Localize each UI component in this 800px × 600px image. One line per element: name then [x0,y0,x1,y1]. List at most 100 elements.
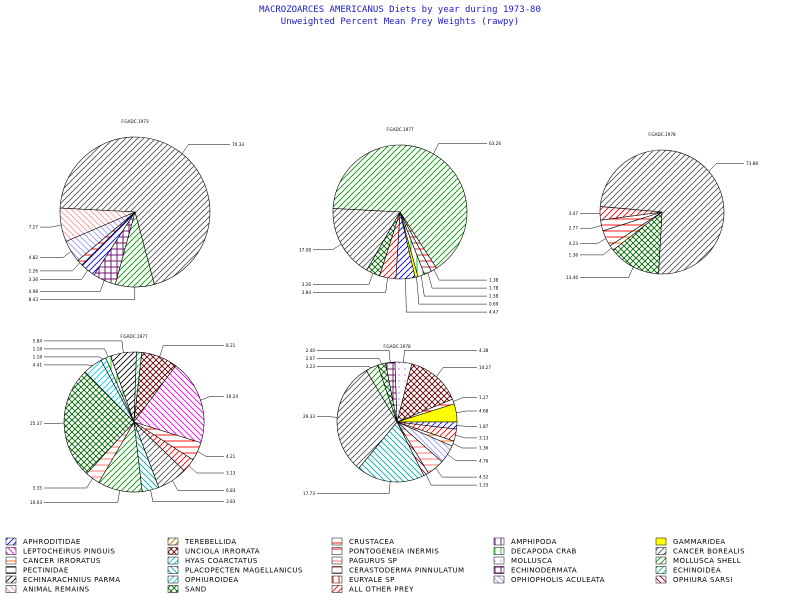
pie-slice-cancer-borealis: CANCER BOREALIS: 17.08 [332,208,401,271]
legend-label: CERASTODERMA PINNULATUM [349,567,464,575]
pie-title: F.GADC.1977 [120,334,148,339]
data-label-placopecten-magellanicus: 3.83 [226,499,236,504]
leader-line [40,280,105,292]
leader-line [172,480,224,491]
leader-line [425,474,477,486]
legend-swatch [655,537,667,546]
leader-line [44,364,93,366]
leader-line [436,367,477,377]
data-label-crustacea: 1.27 [479,395,489,400]
leader-line [455,435,477,439]
leader-line [40,287,136,300]
pie-slice-animal-remains: ANIMAL REMAINS: 7.27 [59,207,136,242]
legend-label: AMPHIPODA [511,538,557,546]
data-label-cancer-borealis: 70.33 [232,142,244,147]
legend-swatch [167,556,179,565]
data-label-gammaridea: 4.68 [479,408,489,413]
legend-item-ophiopholis-aculeata: OPHIOPHOLIS ACULEATA [493,575,605,584]
leader-line [435,467,477,478]
data-label-mollusca: 4.38 [479,348,489,353]
data-label-decapoda-crab: 1.18 [33,346,43,351]
legend-swatch [167,537,179,546]
legend-item-pectinidae: PECTINIDAE [5,566,68,575]
data-label-cancer-irroratus: 1.36 [479,445,489,450]
leader-line [317,350,391,363]
data-label-unciola-irrorata: 8.21 [226,343,236,348]
legend-label: ALL OTHER PREY [349,586,414,594]
chart-title: MACROZOARCES AMERICANUS Diets by year du… [259,5,541,15]
legend-item-all-other-prey: ALL OTHER PREY [331,585,414,594]
legend-item-crustacea: CRUSTACEA [331,537,394,546]
data-label-pontogeneia-inermis: 4.23 [569,241,579,246]
legend-label: PAGURUS SP [349,557,397,565]
leader-line [433,143,487,155]
legend-label: SAND [185,586,207,594]
leader-line [159,345,224,357]
data-label-ophiura-sarsi: 1.33 [479,483,489,488]
data-label-sand: 13.46 [566,275,578,280]
legend-item-gammaridea: GAMMARIDEA [655,537,725,546]
legend-swatch [655,556,667,565]
legend-item-ophiura-sarsi: OPHIURA SARSI [655,575,733,584]
data-label-gammaridea: 0.69 [489,302,499,307]
legend-label: DECAPODA CRAB [511,548,577,556]
legend-label: APHRODITIDAE [23,538,81,546]
leader-line [188,465,224,474]
legend-label: PLACOPECTEN MAGELLANICUS [185,567,303,575]
leader-line [452,443,477,449]
legend-swatch [655,547,667,555]
data-label-leptocheirus-pinguis: 19.24 [226,394,238,399]
data-label-sand: 25.37 [30,421,42,426]
data-label-decapoda-crab: 1.58 [489,294,499,299]
data-label-aphroditidae: 3.36 [29,277,39,282]
legend-label: OPHIURA SARSI [673,576,733,584]
pie-charts-group: F.GADC.1973 CANCER BOREALIS: 70.33 MOLLUSC… [29,119,759,505]
leader-line [317,358,382,365]
legend-swatch [5,537,17,546]
legend-label: PONTOGENEIA INERMIS [349,548,439,556]
leader-line [44,348,109,358]
data-label-unciola-irrorata: 14.27 [479,365,491,370]
legend-label: ECHINOIDEA [673,567,721,575]
data-label-cancer-borealis: 17.08 [299,247,311,252]
legend-swatch [493,547,505,555]
data-label-echinodermata: 4.98 [29,289,39,294]
legend-swatch [167,575,179,584]
data-label-mollusca-shell: 3.23 [306,364,316,369]
legend-label: CANCER BOREALIS [673,548,745,556]
legend-swatch [167,585,179,593]
legend-item-unciola-irrorata: UNCIOLA IRRORATA [167,547,260,556]
legend-label: CRUSTACEA [349,538,394,546]
leader-line [197,451,224,457]
data-label-echinodermata: 2.40 [306,348,316,353]
data-label-all-other-prey: 3.13 [479,435,489,440]
legend-item-ophiuroidea: OPHIUROIDEA [167,575,238,584]
data-label-crustacea: 4.21 [226,454,236,459]
legend-item-terebellida: TEREBELLIDA [167,537,236,546]
pie-chart-f-gadc-1978: F.GADC.1978CANCER BOREALIS: 73.88SAND: 1… [566,132,758,280]
leader-line [427,272,487,289]
legend-item-mollusca-shell: MOLLUSCA SHELL [655,556,741,565]
data-label-cerastoderma-pinnulatum: 1.78 [489,286,499,291]
legend-label: ECHINODERMATA [511,567,577,575]
legend-swatch [331,547,343,555]
data-label-animal-remains: 7.27 [29,225,39,230]
leader-line [580,266,634,278]
data-label-echinarachnius-parma: 5.84 [33,338,43,343]
leader-line [580,247,612,256]
legend-item-leptocheirus-pinguis: LEPTOCHEIRUS PINGUIS [5,547,115,556]
leader-line [580,238,607,244]
data-label-hyas-coarctatus: 1.18 [33,354,43,359]
data-label-cancer-irroratus: 1.36 [569,252,579,257]
data-label-mollusca-shell: 63.26 [489,141,501,146]
leader-line [44,490,120,503]
legend-swatch [655,575,667,584]
leader-line [405,278,487,313]
legend-label: OPHIOPHOLIS ACULEATA [511,576,605,584]
leader-line [433,269,487,281]
legend-item-amphipoda: AMPHIPODA [493,537,557,546]
leader-line [403,350,477,363]
data-label-aphroditidae: 4.47 [489,310,499,315]
leader-line [40,262,80,272]
